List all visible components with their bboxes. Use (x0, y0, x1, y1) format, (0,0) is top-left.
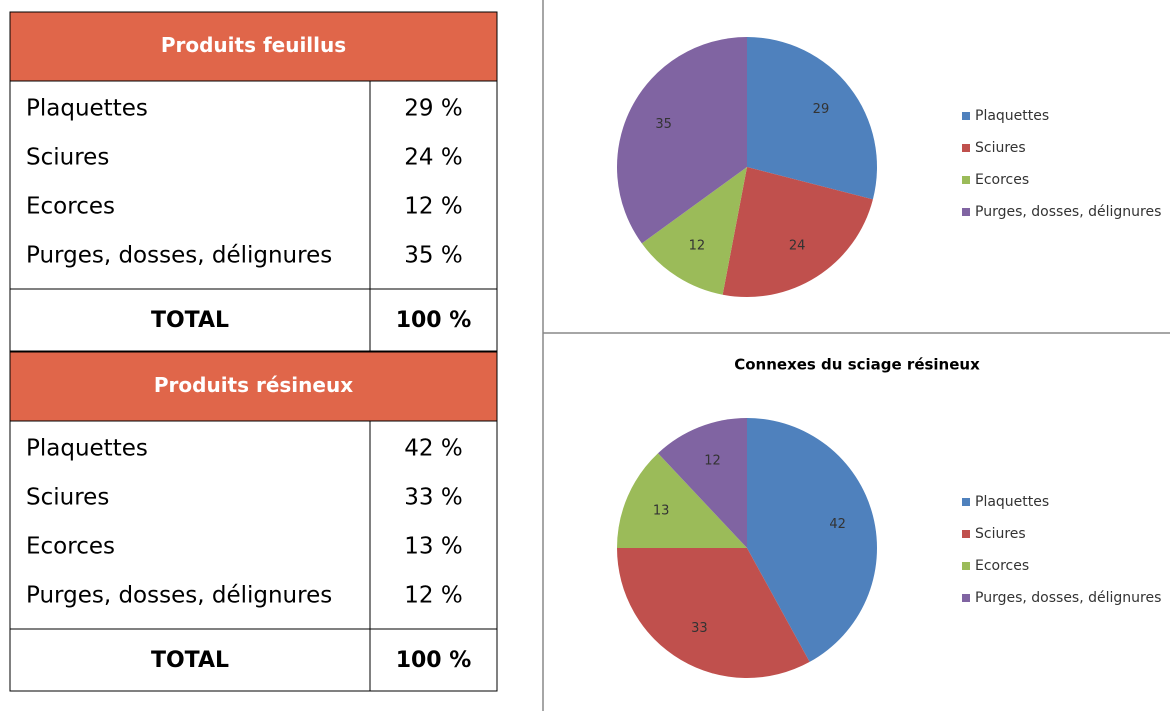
pie-slice (658, 418, 747, 548)
slice-label: 13 (653, 503, 670, 518)
row-label: Plaquettes (26, 96, 148, 122)
total-label: TOTAL (151, 308, 229, 333)
legend-swatch (962, 208, 970, 216)
row-label: Plaquettes (26, 436, 148, 462)
legend-label: Ecorces (975, 558, 1029, 574)
legend-label: Plaquettes (975, 108, 1049, 124)
slice-label: 29 (813, 102, 830, 117)
slice-label: 12 (704, 453, 721, 468)
table-header (9, 11, 498, 82)
total-value: 100 % (396, 308, 472, 333)
legend-label: Plaquettes (975, 494, 1049, 510)
legend-swatch (962, 144, 970, 152)
table-body (9, 420, 498, 692)
pie-slice (747, 418, 877, 662)
row-value: 35 % (404, 243, 462, 269)
legend-label: Purges, dosses, délignures (975, 204, 1161, 220)
row-label: Purges, dosses, délignures (26, 243, 332, 269)
legend-label: Sciures (975, 140, 1026, 156)
legend-swatch (962, 176, 970, 184)
legend-swatch (962, 112, 970, 120)
row-value: 13 % (404, 534, 462, 560)
pie-slice (617, 548, 810, 678)
total-value: 100 % (396, 648, 472, 673)
pie-slice (641, 167, 747, 295)
row-value: 29 % (404, 96, 462, 122)
pie-slice (747, 37, 877, 200)
legend-swatch (962, 530, 970, 538)
row-value: 33 % (404, 485, 462, 511)
row-label: Sciures (26, 485, 109, 511)
row-value: 12 % (404, 194, 462, 220)
table-body (9, 80, 498, 352)
table-header-text: Produits feuillus (161, 33, 346, 57)
slice-label: 42 (829, 517, 846, 532)
pie-slice (722, 167, 873, 297)
row-label: Purges, dosses, délignures (26, 583, 332, 609)
pie-slice (617, 453, 747, 548)
slice-label: 12 (689, 239, 706, 254)
pie-slice (616, 37, 747, 244)
slice-label: 24 (789, 239, 806, 254)
row-value: 24 % (404, 145, 462, 171)
total-label: TOTAL (151, 648, 229, 673)
slice-label: 33 (691, 621, 708, 636)
slice-label: 35 (655, 117, 672, 132)
legend-label: Purges, dosses, délignures (975, 590, 1161, 606)
row-label: Sciures (26, 145, 109, 171)
legend-swatch (962, 562, 970, 570)
legend-swatch (962, 498, 970, 506)
row-value: 12 % (404, 583, 462, 609)
row-label: Ecorces (26, 534, 115, 560)
row-value: 42 % (404, 436, 462, 462)
row-label: Ecorces (26, 194, 115, 220)
legend-swatch (962, 594, 970, 602)
table-header-text: Produits résineux (154, 373, 353, 397)
chart-title: Connexes du sciage résineux (734, 356, 980, 374)
legend-label: Ecorces (975, 172, 1029, 188)
legend-label: Sciures (975, 526, 1026, 542)
